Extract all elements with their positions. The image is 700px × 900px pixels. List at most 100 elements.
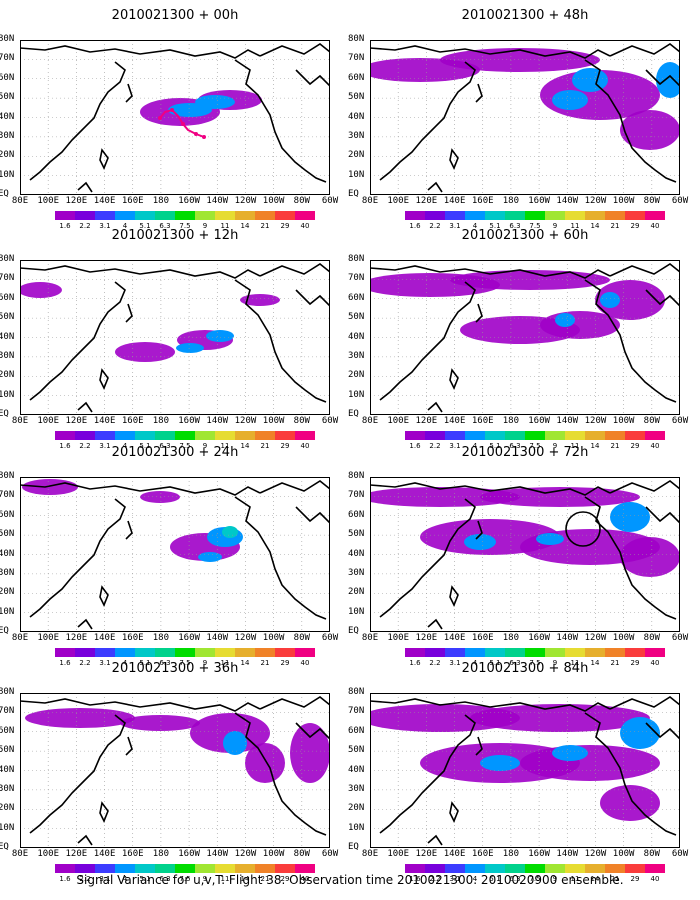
colorbar-label: 14 (590, 222, 600, 230)
lat-tick-label: 10N (348, 169, 365, 180)
coastline (77, 618, 93, 630)
colorbar-swatch (115, 211, 135, 220)
coastline (295, 506, 330, 524)
lon-tick-label: 80E (361, 633, 379, 643)
lon-tick-label: 100W (612, 849, 635, 859)
colorbar-swatch (605, 648, 625, 657)
coastline (125, 303, 133, 323)
lon-tick-label: 140W (206, 416, 229, 426)
lon-tick-label: 100W (612, 633, 635, 643)
variance-contour (464, 534, 496, 550)
lon-tick-label: 100W (262, 196, 285, 206)
lat-tick-label: 80N (348, 254, 365, 264)
map-panel (20, 40, 330, 195)
colorbar-label: 2.2 (429, 659, 441, 667)
lon-tick-label: 120E (65, 849, 88, 859)
lat-tick-label: EQ (348, 842, 359, 852)
colorbar-swatch (525, 648, 545, 657)
coastline (475, 303, 483, 323)
colorbar-swatch (115, 864, 135, 873)
colorbar-swatch (545, 864, 565, 873)
lon-tick-label: 160E (471, 196, 494, 206)
colorbar-swatch (235, 211, 255, 220)
colorbar-swatch (215, 648, 235, 657)
lon-tick-label: 160W (528, 196, 550, 206)
colorbar (405, 648, 665, 657)
lat-tick-label: 50N (0, 312, 15, 323)
lat-tick-label: 20N (348, 803, 365, 814)
coastline (475, 83, 483, 103)
colorbar-label: 40 (300, 222, 310, 230)
colorbar-swatch (625, 431, 645, 440)
lon-tick-label: 160E (471, 633, 494, 643)
coastline (370, 265, 611, 279)
lon-tick-label: 80W (293, 633, 310, 643)
map-svg (370, 260, 680, 415)
colorbar-label: 9 (552, 222, 558, 230)
colorbar-label: 3.1 (449, 442, 461, 450)
lon-tick-label: 160W (178, 196, 200, 206)
colorbar-label: 4 (472, 442, 478, 450)
lon-tick-label: 60W (321, 633, 339, 643)
lat-tick-label: 80N (348, 34, 365, 44)
colorbar-label: 4 (122, 659, 128, 667)
lon-tick-label: 60W (671, 849, 689, 859)
lon-tick-label: 80W (643, 633, 660, 643)
colorbar-swatch (235, 648, 255, 657)
colorbar-swatch (295, 648, 315, 657)
lon-tick-label: 160W (178, 849, 200, 859)
coastline (584, 59, 677, 183)
lat-tick-label: 70N (348, 273, 365, 284)
colorbar-label: 11 (220, 442, 230, 450)
coastline (77, 401, 93, 413)
colorbar-label: 7.5 (529, 222, 541, 230)
map-panel (370, 693, 680, 848)
colorbar-swatch (175, 648, 195, 657)
lat-tick-label: 50N (0, 92, 15, 103)
colorbar-label: 5.1 (139, 659, 151, 667)
colorbar-swatch (275, 431, 295, 440)
panel-title: 2010021300 + 12h (111, 228, 239, 243)
colorbar-label: 3.1 (99, 875, 111, 883)
lon-tick-label: 120W (234, 196, 257, 206)
lat-tick-label: 40N (0, 331, 15, 342)
lon-tick-label: 120E (415, 416, 438, 426)
variance-contour (620, 537, 680, 577)
colorbar-label: 11 (570, 659, 580, 667)
colorbar-swatch (405, 211, 425, 220)
lat-tick-label: 30N (348, 130, 365, 141)
lon-tick-label: 80W (293, 849, 310, 859)
panel-title: 2010021300 + 84h (461, 661, 589, 676)
lat-tick-label: 80N (0, 34, 15, 44)
coastline (20, 482, 261, 496)
colorbar-swatch (485, 431, 505, 440)
colorbar-swatch (275, 864, 295, 873)
colorbar-label: 3.1 (449, 222, 461, 230)
lat-tick-label: 70N (348, 53, 365, 64)
colorbar-swatch (585, 211, 605, 220)
colorbar-label: 29 (280, 659, 290, 667)
coastline (449, 585, 459, 607)
lat-tick-label: 40N (0, 764, 15, 775)
colorbar-label: 9 (552, 442, 558, 450)
colorbar-label: 21 (610, 222, 620, 230)
lat-tick-label: 60N (348, 72, 365, 83)
lon-tick-label: 120W (234, 633, 257, 643)
lon-tick-label: 60W (321, 196, 339, 206)
variance-contour (552, 745, 588, 761)
lat-tick-label: 70N (0, 273, 15, 284)
colorbar-swatch (565, 211, 585, 220)
lat-tick-label: 80N (348, 471, 365, 481)
colorbar-label: 14 (590, 659, 600, 667)
lon-tick-label: 160E (121, 416, 144, 426)
colorbar-swatch (505, 864, 525, 873)
colorbar-label: 6.3 (509, 442, 521, 450)
colorbar-swatch (135, 864, 155, 873)
lat-tick-label: 20N (348, 150, 365, 161)
lat-tick-label: 20N (0, 150, 15, 161)
coastline (29, 498, 126, 618)
lon-tick-label: 60W (671, 633, 689, 643)
colorbar-label: 1.6 (59, 659, 71, 667)
map-svg (20, 693, 330, 848)
map-svg (20, 477, 330, 632)
